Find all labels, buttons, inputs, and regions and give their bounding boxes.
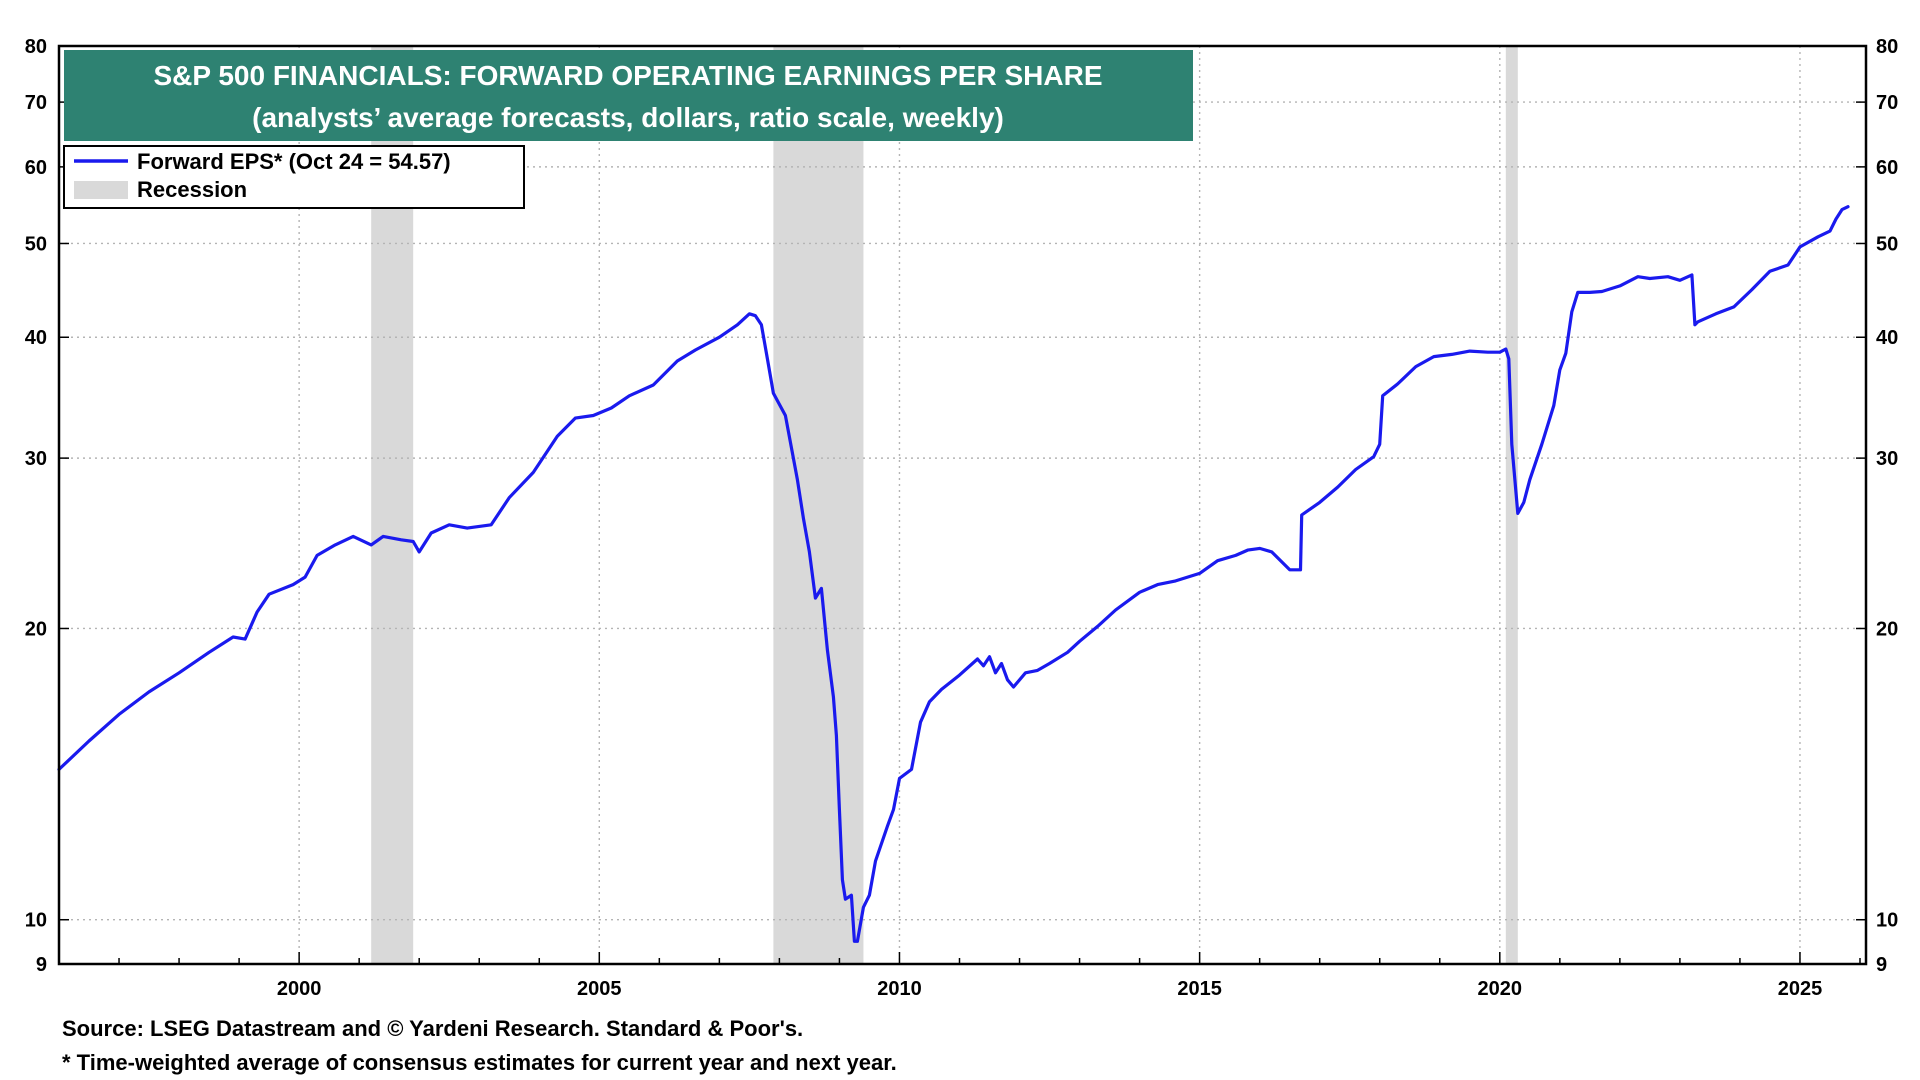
series-lines — [57, 205, 1850, 943]
series-line-forward-eps — [57, 205, 1850, 943]
legend-series-label: Forward EPS* (Oct 24 = 54.57) — [137, 149, 451, 174]
x-tick-label-2020: 2020 — [1478, 978, 1523, 1000]
title-background — [64, 50, 1193, 141]
y-tick-label-right-10: 10 — [1876, 910, 1898, 932]
recession-band-2 — [773, 46, 864, 964]
chart-subtitle: (analysts’ average forecasts, dollars, r… — [252, 102, 1004, 133]
x-tick-label-2010: 2010 — [877, 978, 922, 1000]
y-tick-label-left-20: 20 — [25, 618, 47, 640]
legend-recession-swatch — [74, 181, 128, 199]
footnote-text: * Time-weighted average of consensus est… — [62, 1050, 897, 1075]
x-tick-label-2015: 2015 — [1177, 978, 1222, 1000]
y-tick-label-left-70: 70 — [25, 92, 47, 114]
y-tick-label-right-30: 30 — [1876, 448, 1898, 470]
y-tick-label-left-9: 9 — [36, 954, 47, 976]
y-tick-label-left-60: 60 — [25, 157, 47, 179]
y-tick-label-right-20: 20 — [1876, 618, 1898, 640]
y-tick-label-left-40: 40 — [25, 327, 47, 349]
title-box: S&P 500 FINANCIALS: FORWARD OPERATING EA… — [64, 50, 1193, 141]
x-tick-label-2025: 2025 — [1778, 978, 1823, 1000]
y-tick-label-left-50: 50 — [25, 233, 47, 255]
x-tick-label-2005: 2005 — [577, 978, 622, 1000]
y-tick-label-right-60: 60 — [1876, 157, 1898, 179]
x-tick-label-2000: 2000 — [277, 978, 322, 1000]
y-tick-label-right-9: 9 — [1876, 954, 1887, 976]
y-tick-label-right-40: 40 — [1876, 327, 1898, 349]
y-tick-label-right-70: 70 — [1876, 92, 1898, 114]
legend-box — [63, 145, 525, 209]
y-tick-label-left-10: 10 — [25, 910, 47, 932]
y-tick-label-left-80: 80 — [25, 36, 47, 58]
legend: Forward EPS* (Oct 24 = 54.57) Recession — [63, 145, 525, 209]
source-note: Source: LSEG Datastream and © Yardeni Re… — [62, 1016, 804, 1041]
legend-recession-label: Recession — [137, 177, 247, 202]
plot-frame — [57, 44, 1868, 966]
recession-band-3 — [1505, 46, 1518, 964]
y-tick-label-right-50: 50 — [1876, 233, 1898, 255]
y-tick-label-right-80: 80 — [1876, 36, 1898, 58]
chart-title: S&P 500 FINANCIALS: FORWARD OPERATING EA… — [153, 60, 1102, 91]
y-tick-label-left-30: 30 — [25, 448, 47, 470]
recession-bands — [371, 46, 1518, 964]
